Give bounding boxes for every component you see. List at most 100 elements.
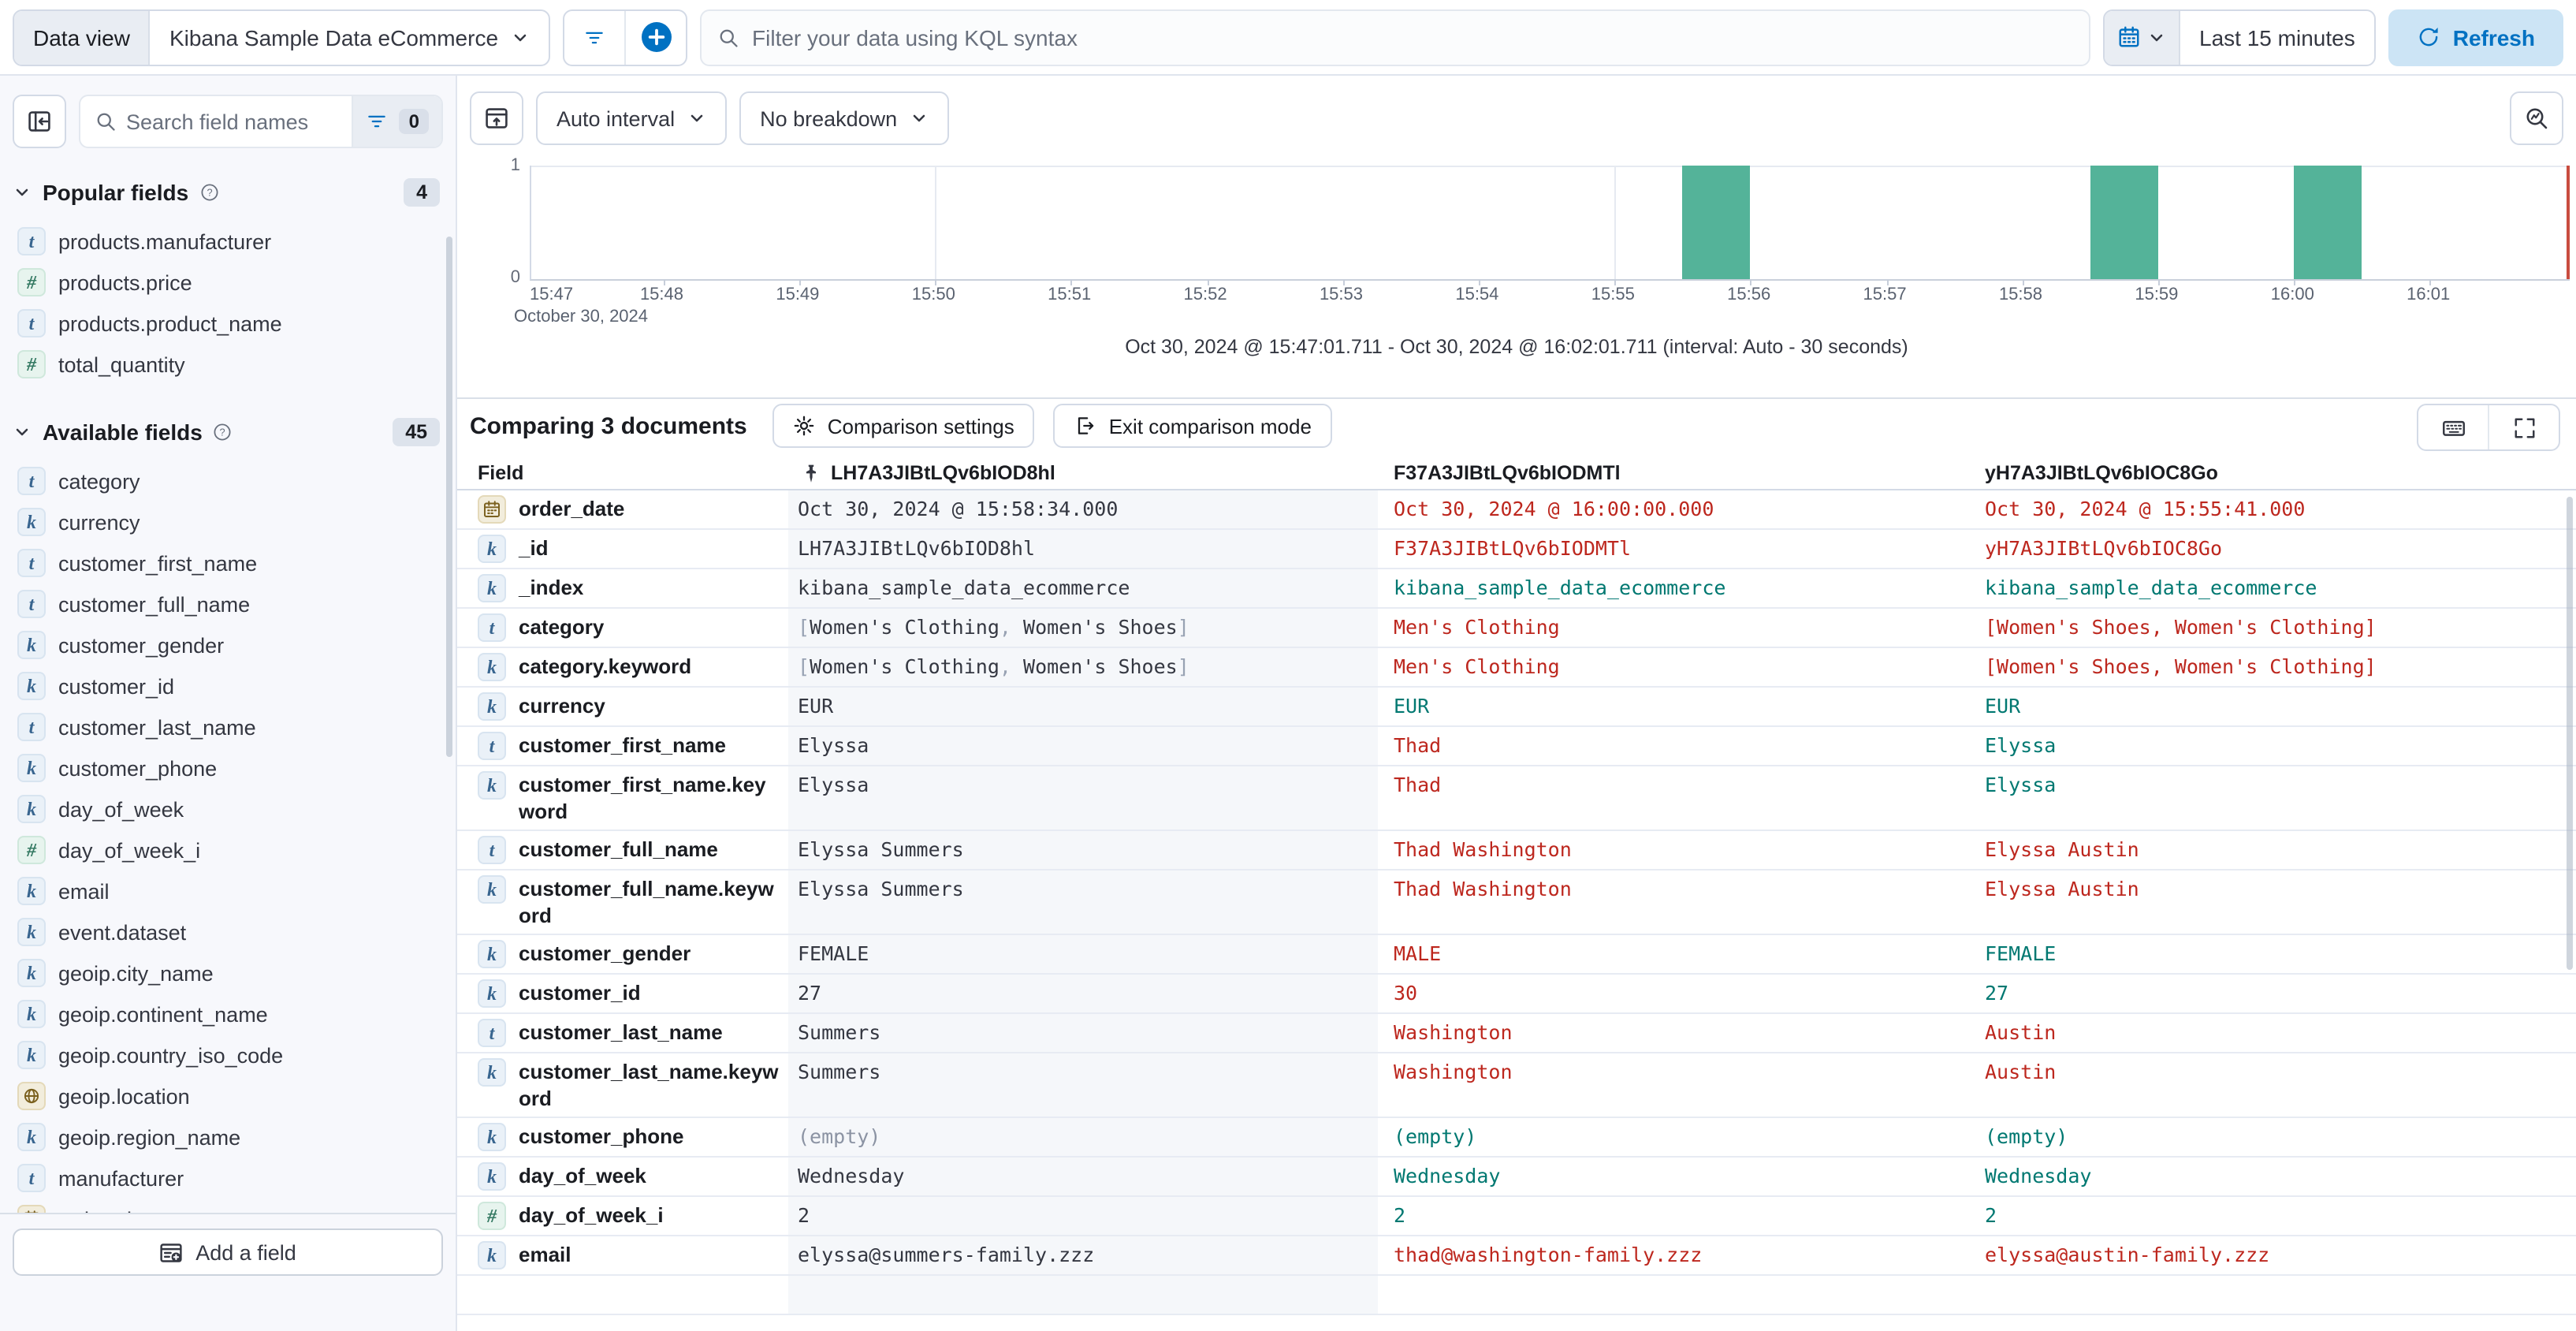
chart-plot-area[interactable] xyxy=(530,166,2570,285)
keyword-field-icon: k xyxy=(17,754,46,782)
sidebar-scrollbar[interactable] xyxy=(446,237,452,757)
pinned-doc-column-header[interactable]: LH7A3JIBtLQv6bIOD8hl xyxy=(788,462,1378,484)
date-picker-group: Last 15 minutes xyxy=(2103,9,2376,65)
x-axis-tick-label: 15:51 xyxy=(1048,285,1092,304)
field-name-cell: k email xyxy=(457,1236,788,1274)
pinned-doc-value-cell: Elyssa xyxy=(788,766,1378,830)
doc-value-cell: 2 xyxy=(1394,1203,1406,1227)
text-field-icon: t xyxy=(17,467,46,495)
doc-value-cell: Oct 30, 2024 @ 16:00:00.000 xyxy=(1394,497,1714,520)
histogram-bar[interactable] xyxy=(2090,166,2158,279)
field-item[interactable]: k geoip.country_iso_code xyxy=(13,1035,440,1076)
pinned-doc-value-cell: Wednesday xyxy=(788,1158,1378,1195)
doc-value-cell: Men's Clothing xyxy=(1394,654,1560,678)
comparison-settings-button[interactable]: Comparison settings xyxy=(772,404,1035,448)
field-name: currency xyxy=(519,694,605,718)
refresh-button[interactable]: Refresh xyxy=(2388,9,2563,65)
doc-value-cell: Austin xyxy=(1985,1020,2057,1044)
field-item[interactable]: k customer_phone xyxy=(13,748,440,789)
pinned-doc-value-cell: (empty) xyxy=(788,1118,1378,1156)
collapse-sidebar-button[interactable] xyxy=(13,95,66,148)
comparison-table-row: order_date Oct 30, 2024 @ 15:58:34.000 Oct… xyxy=(457,490,2576,530)
chart-gridline xyxy=(935,166,937,279)
pinned-doc-value-cell: 27 xyxy=(788,975,1378,1012)
field-item[interactable]: k email xyxy=(13,871,440,912)
field-name-cell: k customer_phone xyxy=(457,1118,788,1156)
field-item[interactable]: # total_quantity xyxy=(13,344,440,385)
field-item[interactable]: t products.manufacturer xyxy=(13,221,440,262)
field-item-label: geoip.continent_name xyxy=(58,1002,268,1026)
field-item[interactable]: # products.price xyxy=(13,262,440,303)
field-item[interactable]: t customer_last_name xyxy=(13,707,440,748)
keyword-field-icon: k xyxy=(17,877,46,905)
available-fields-header[interactable]: Available fields ? 45 xyxy=(13,416,440,448)
doc-value-cell: EUR xyxy=(1985,694,2021,718)
field-item[interactable]: t customer_full_name xyxy=(13,583,440,624)
histogram-bar[interactable] xyxy=(2294,166,2362,279)
comparison-table-row: k customer_last_name.keyword Summers Washin… xyxy=(457,1053,2576,1118)
divider xyxy=(457,397,2576,399)
field-item[interactable]: k currency xyxy=(13,501,440,542)
exit-comparison-button[interactable]: Exit comparison mode xyxy=(1053,404,1332,448)
histogram-bar[interactable] xyxy=(1682,166,1751,279)
chevron-down-icon xyxy=(13,423,32,442)
refresh-icon xyxy=(2417,25,2440,49)
add-field-button[interactable]: Add a field xyxy=(13,1228,443,1276)
keyboard-shortcuts-button[interactable] xyxy=(2418,405,2488,449)
number-field-icon: # xyxy=(17,350,46,378)
breakdown-dropdown[interactable]: No breakdown xyxy=(739,91,950,145)
pinned-doc-value-cell: kibana_sample_data_ecommerce xyxy=(788,569,1378,607)
keyword-field-icon: k xyxy=(17,1041,46,1069)
comparison-table-header: Field LH7A3JIBtLQv6bIOD8hl F37A3JIBtLQv6… xyxy=(457,457,2576,490)
field-item-label: customer_phone xyxy=(58,756,218,780)
interval-dropdown[interactable]: Auto interval xyxy=(536,91,728,145)
field-name-cell: k day_of_week xyxy=(457,1158,788,1195)
doc-column-header[interactable]: yH7A3JIBtLQv6bIOC8Go xyxy=(1985,462,2218,484)
comparison-table-row: k email elyssa@summers-family.zzz thad@wash… xyxy=(457,1236,2576,1276)
edit-visualization-button[interactable] xyxy=(2510,91,2563,145)
field-item[interactable]: k customer_id xyxy=(13,666,440,707)
doc-value-cell: thad@washington-family.zzz xyxy=(1394,1243,1703,1266)
field-search-input[interactable]: Search field names 0 xyxy=(79,95,443,148)
text-field-icon: t xyxy=(478,1019,506,1047)
field-item[interactable]: t manufacturer xyxy=(13,1158,440,1199)
field-item[interactable]: k event.dataset xyxy=(13,912,440,953)
field-name: customer_first_name.keyword xyxy=(519,773,766,823)
field-item[interactable]: k day_of_week xyxy=(13,789,440,830)
chevron-down-icon xyxy=(687,109,706,128)
table-scrollbar[interactable] xyxy=(2567,497,2573,970)
date-picker-quick-menu[interactable] xyxy=(2105,10,2181,64)
field-item-label: category xyxy=(58,469,140,493)
filter-icon xyxy=(583,26,605,48)
comparison-table-row: k day_of_week Wednesday Wednesday Wednesday xyxy=(457,1158,2576,1197)
filter-button[interactable] xyxy=(564,10,624,64)
field-item[interactable]: t category xyxy=(13,460,440,501)
data-view-picker[interactable]: Kibana Sample Data eCommerce xyxy=(151,10,549,64)
field-item[interactable]: k customer_gender xyxy=(13,624,440,666)
popular-fields-header[interactable]: Popular fields ? 4 xyxy=(13,177,440,208)
field-item[interactable]: k geoip.continent_name xyxy=(13,994,440,1035)
pinned-doc-value-cell: Oct 30, 2024 @ 15:58:34.000 xyxy=(788,490,1378,528)
field-item[interactable]: k geoip.city_name xyxy=(13,953,440,994)
add-filter-button[interactable] xyxy=(624,10,686,64)
doc-column-header[interactable]: F37A3JIBtLQv6bIODMTl xyxy=(1394,462,1621,484)
x-axis-tick-label: 15:50 xyxy=(911,285,955,304)
keyword-field-icon: k xyxy=(17,508,46,536)
time-range-button[interactable]: Last 15 minutes xyxy=(2199,24,2355,50)
hide-chart-button[interactable] xyxy=(470,91,523,145)
field-item[interactable]: t customer_first_name xyxy=(13,542,440,583)
field-filter-button[interactable]: 0 xyxy=(352,96,441,147)
kql-search-input[interactable]: Filter your data using KQL syntax xyxy=(700,9,2091,65)
pinned-doc-value-cell: EUR xyxy=(788,688,1378,725)
doc-value-cell: Elyssa xyxy=(1985,773,2057,796)
grid-view-button-group xyxy=(2417,404,2560,451)
field-item[interactable]: # day_of_week_i xyxy=(13,830,440,871)
fullscreen-button[interactable] xyxy=(2488,405,2559,449)
field-item[interactable]: order_date xyxy=(13,1199,440,1214)
field-item-label: currency xyxy=(58,510,140,534)
field-item[interactable]: t products.product_name xyxy=(13,303,440,344)
x-axis-tick-label: 15:57 xyxy=(1863,285,1907,304)
x-axis-tick-label: 15:49 xyxy=(776,285,820,304)
field-item[interactable]: k geoip.region_name xyxy=(13,1117,440,1158)
field-item[interactable]: geoip.location xyxy=(13,1076,440,1117)
